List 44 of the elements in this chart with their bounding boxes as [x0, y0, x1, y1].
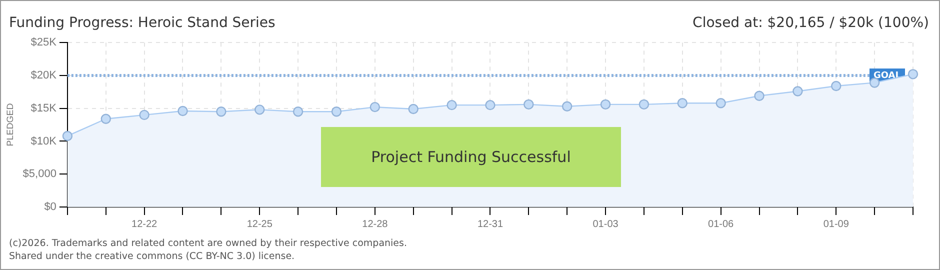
y-tick-label: $15K [30, 102, 58, 114]
y-tick-label: $5,000 [22, 168, 56, 180]
point [254, 104, 265, 115]
point [408, 104, 418, 114]
point [292, 106, 304, 117]
point [485, 100, 496, 110]
y-tick-label: $20K [30, 70, 58, 82]
point [600, 99, 611, 110]
point [446, 100, 457, 110]
point [638, 99, 650, 110]
point [716, 98, 726, 108]
x-tick-label: 12-25 [246, 218, 273, 230]
point [562, 101, 572, 112]
point [677, 98, 688, 108]
x-tick-label: 12-31 [477, 218, 504, 230]
x-tick-label: 12-28 [362, 218, 388, 230]
point [100, 114, 111, 124]
y-tick-label: $0 [44, 201, 56, 214]
point [62, 130, 73, 142]
point [908, 69, 918, 80]
x-tick-label: 12-22 [132, 218, 158, 230]
text: Shared under the creative commons (CC BY-NC 3.0) license. [9, 251, 295, 262]
point [216, 106, 226, 117]
chart-title: Funding Progress: Heroic Stand Series [9, 15, 276, 31]
ref-line-label: GOAL [874, 70, 902, 81]
point [139, 110, 150, 120]
point [178, 106, 188, 116]
y-tick-label: $10K [30, 135, 58, 148]
x-tick-label: 01-09 [823, 218, 850, 230]
point [831, 80, 842, 92]
x-tick-label: 01-06 [708, 218, 734, 230]
point [754, 90, 764, 101]
point [792, 86, 803, 96]
y-axis-title: PLEDGED [4, 102, 15, 146]
chart-subtitle: Closed at: $20,165 / $20k (100%) [692, 15, 929, 31]
text: (c)2026. Trademarks and related content are owned by their respective companies. [9, 238, 407, 249]
point [869, 78, 880, 88]
y-tick-label: $25K [30, 36, 58, 49]
success-banner: Project Funding Successful [321, 127, 621, 187]
x-tick-label: 01-03 [592, 218, 619, 230]
annotation: Project Funding Successful [371, 148, 571, 166]
point [524, 99, 534, 110]
point [331, 106, 342, 117]
point [370, 102, 380, 112]
